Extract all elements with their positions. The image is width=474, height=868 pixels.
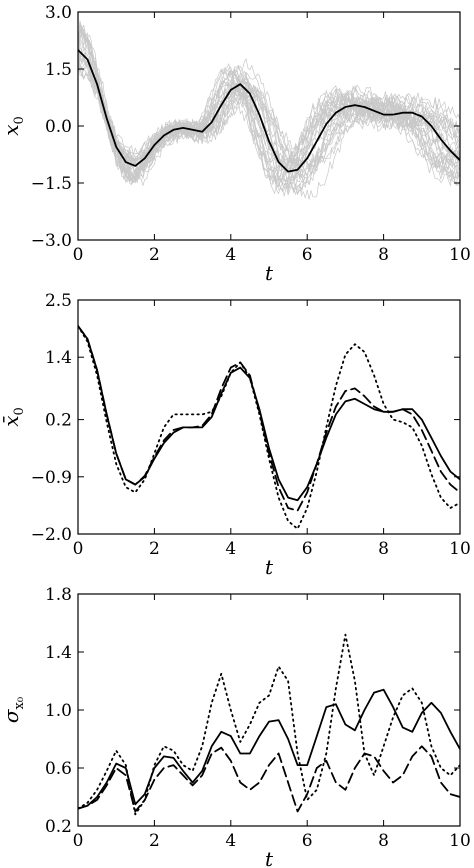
series-line-solid <box>78 688 460 810</box>
x-tick-label: 0 <box>73 245 84 265</box>
x-tick-label: 2 <box>149 831 160 851</box>
x-axis-label: t <box>265 555 274 579</box>
series-line-dashed <box>78 745 460 813</box>
sample-path <box>78 36 460 172</box>
series-line-dashed <box>78 325 460 512</box>
y-tick-label: −1.5 <box>31 174 72 194</box>
panel-2: 0 2 4 6 8 10−2.0−0.90.21.42.5tx̄0 <box>0 291 471 579</box>
y-tick-label: −3.0 <box>31 231 72 251</box>
x-tick-label: 4 <box>225 245 236 265</box>
y-axis-label-subscript: 0 <box>12 116 27 124</box>
y-tick-label: 1.0 <box>45 701 72 721</box>
y-tick-label: −2.0 <box>31 525 72 545</box>
y-axis-label-subscript: x₀ <box>12 697 27 710</box>
x-tick-label: 8 <box>378 831 389 851</box>
x-tick-label: 8 <box>378 539 389 559</box>
y-tick-label: −0.9 <box>31 468 72 488</box>
y-tick-label: 0.0 <box>45 117 72 137</box>
y-tick-label: 1.4 <box>45 643 72 663</box>
sample-path <box>78 36 460 159</box>
plot-area <box>78 325 460 530</box>
x-tick-label: 6 <box>302 539 313 559</box>
plot-area <box>78 20 460 200</box>
x-tick-label: 0 <box>73 831 84 851</box>
sample-path <box>78 29 460 195</box>
y-tick-label: 1.5 <box>45 60 72 80</box>
x-axis-label: t <box>265 261 274 285</box>
x-tick-label: 8 <box>378 245 389 265</box>
x-axis-label: t <box>265 847 274 868</box>
sample-path <box>78 24 460 200</box>
axes-frame <box>77 299 461 535</box>
y-tick-label: 0.2 <box>45 817 72 837</box>
x-tick-label: 0 <box>73 539 84 559</box>
series-line-dotted <box>78 325 460 530</box>
y-tick-label: 0.6 <box>45 759 72 779</box>
sample-path <box>78 49 460 183</box>
y-axis-label-main: x̄ <box>0 416 23 427</box>
sample-path <box>78 40 460 190</box>
x-tick-label: 2 <box>149 245 160 265</box>
y-tick-label: 3.0 <box>45 3 72 23</box>
x-tick-label: 2 <box>149 539 160 559</box>
x-tick-label: 6 <box>302 831 313 851</box>
y-axis-label: σx₀ <box>0 697 27 723</box>
y-tick-label: 0.2 <box>45 411 72 431</box>
y-axis-label: x̄0 <box>0 407 27 427</box>
y-axis-label-main: x <box>0 125 23 136</box>
plot-area <box>78 633 460 816</box>
y-axis-label-main: σ <box>0 708 23 723</box>
x-tick-label: 4 <box>225 831 236 851</box>
y-tick-label: 1.8 <box>45 585 72 605</box>
x-tick-label: 10 <box>449 831 471 851</box>
y-tick-label: 1.4 <box>45 348 72 368</box>
x-tick-label: 10 <box>449 539 471 559</box>
y-axis-label: x0 <box>0 116 27 136</box>
x-tick-label: 4 <box>225 539 236 559</box>
x-tick-label: 6 <box>302 245 313 265</box>
panel-3: 0 2 4 6 8 10 0.2 0.6 1.0 1.4 1.8 t σx₀ <box>0 585 471 868</box>
x-tick-label: 10 <box>449 245 471 265</box>
series-line-dotted <box>78 633 460 816</box>
series-line-solid <box>78 49 460 173</box>
y-axis-label-subscript: 0 <box>12 407 27 415</box>
y-tick-label: 2.5 <box>45 291 72 311</box>
